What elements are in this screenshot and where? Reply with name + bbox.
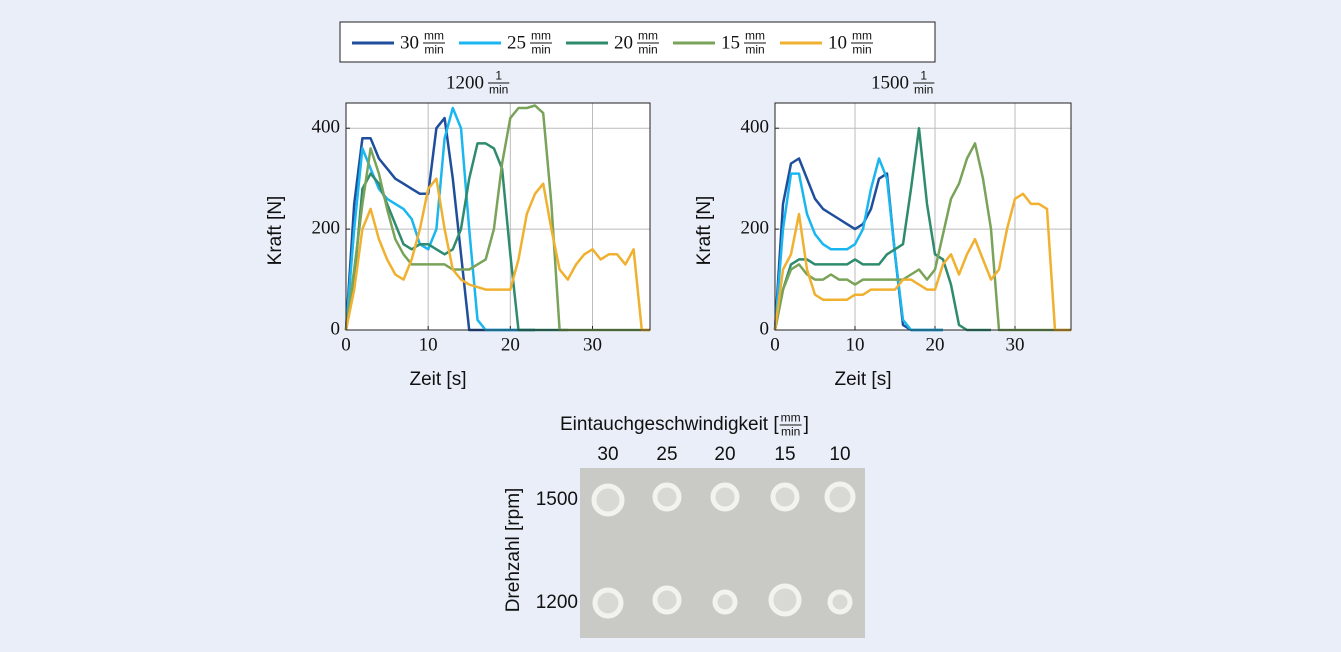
hole: [770, 482, 800, 512]
column-label: 20: [714, 444, 735, 465]
data-line: [344, 177, 650, 332]
x-tick-label: 30: [583, 334, 602, 355]
fraction-denominator: min: [638, 42, 657, 56]
chart-title: 1500: [871, 72, 909, 93]
fraction-denominator: min: [781, 424, 800, 438]
y-tick-label: 400: [741, 117, 770, 138]
holes: [591, 481, 856, 619]
fraction-numerator: mm: [852, 29, 872, 43]
x-tick-label: 0: [341, 334, 351, 355]
fraction-denominator: min: [424, 42, 443, 56]
hole: [591, 483, 625, 517]
hole: [827, 589, 853, 615]
row-label: 1200: [536, 592, 578, 613]
fraction-numerator: mm: [745, 29, 765, 43]
legend-label: 15: [721, 32, 740, 53]
x-tick-label: 10: [846, 334, 865, 355]
fraction-denominator: min: [489, 82, 508, 96]
hole: [710, 482, 740, 512]
fraction-numerator: mm: [781, 411, 801, 425]
row-label: 1500: [536, 489, 578, 510]
photo-y-label: Drehzahl [rpm]: [503, 488, 524, 613]
hole: [824, 481, 856, 513]
hole: [712, 589, 738, 615]
plot-frame: [345, 102, 651, 331]
column-label: 10: [829, 444, 850, 465]
y-tick-label: 0: [331, 318, 341, 339]
column-label: 25: [656, 444, 677, 465]
fraction-numerator: mm: [638, 29, 658, 43]
fraction-denominator: min: [531, 42, 550, 56]
hole: [768, 583, 802, 617]
chart-title: 1200: [446, 72, 484, 93]
plot-area: [775, 103, 1071, 330]
fraction-denominator: min: [745, 42, 764, 56]
x-tick-label: 0: [770, 334, 780, 355]
y-tick-label: 200: [741, 217, 770, 238]
x-tick-label: 20: [926, 334, 945, 355]
fraction-numerator: mm: [424, 29, 444, 43]
y-axis-label: Kraft [N]: [265, 196, 286, 266]
legend-label: 30: [400, 32, 419, 53]
legend-label: 10: [828, 32, 847, 53]
y-axis-label: Kraft [N]: [694, 196, 715, 266]
plot-area: [346, 103, 650, 330]
fraction-denominator: min: [852, 42, 871, 56]
fraction-numerator: 1: [920, 69, 927, 83]
data-line: [773, 192, 1071, 332]
hole: [652, 482, 682, 512]
column-label: 15: [774, 444, 795, 465]
hole: [652, 585, 682, 615]
column-label: 30: [597, 444, 618, 465]
x-tick-label: 10: [419, 334, 438, 355]
legend-label: 20: [614, 32, 633, 53]
fraction-numerator: 1: [495, 69, 502, 83]
x-axis-label: Zeit [s]: [834, 369, 891, 390]
photo-title: ]: [804, 414, 809, 435]
fraction-denominator: min: [914, 82, 933, 96]
legend-label: 25: [507, 32, 526, 53]
data-line: [773, 126, 991, 332]
x-axis-label: Zeit [s]: [409, 369, 466, 390]
y-tick-label: 200: [312, 217, 341, 238]
legend-box: [339, 21, 936, 63]
y-tick-label: 400: [312, 117, 341, 138]
hole: [592, 587, 624, 619]
plot-frame: [774, 102, 1072, 331]
y-tick-label: 0: [760, 318, 770, 339]
fraction-numerator: mm: [531, 29, 551, 43]
photo-title: Eintauchgeschwindigkeit [: [560, 414, 779, 435]
x-tick-label: 20: [501, 334, 520, 355]
x-tick-label: 30: [1006, 334, 1025, 355]
